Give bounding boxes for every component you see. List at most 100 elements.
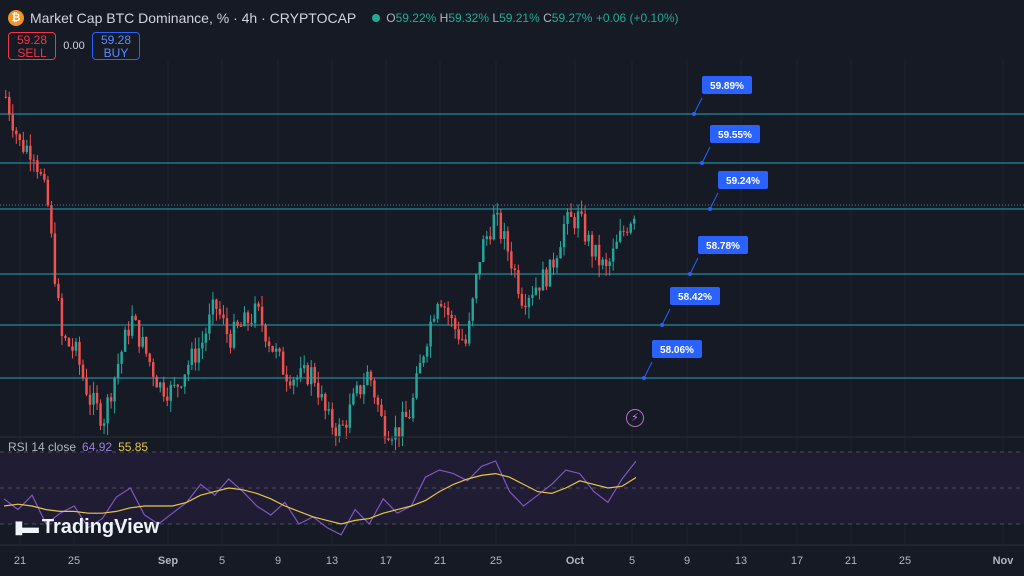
- candle-body: [531, 294, 534, 298]
- candle-body: [292, 379, 295, 386]
- candle-body: [102, 423, 106, 426]
- candle-body: [625, 231, 629, 233]
- candle-body: [604, 259, 608, 266]
- candle-body: [355, 385, 359, 394]
- candle-body: [151, 362, 155, 377]
- candle-body: [11, 114, 15, 131]
- candle-body: [387, 438, 390, 440]
- price-level-anchor: [642, 376, 646, 380]
- candle-body: [348, 404, 352, 428]
- candle-body: [88, 394, 92, 405]
- chart-header: ₿ Market Cap BTC Dominance, % · 4h · CRY…: [8, 8, 679, 28]
- candle-body: [562, 223, 566, 248]
- candle-body: [113, 377, 116, 402]
- candle-body: [15, 130, 18, 135]
- candle-body: [302, 365, 306, 369]
- time-axis-tick-label: 5: [219, 555, 225, 567]
- candle-body: [211, 299, 215, 315]
- candle-body: [313, 367, 316, 383]
- time-axis-tick-label: Sep: [158, 555, 178, 567]
- candle-body: [569, 211, 573, 218]
- candle-body: [123, 329, 127, 352]
- candle-body: [457, 329, 460, 340]
- candle-body: [148, 353, 151, 363]
- candle-body: [436, 304, 439, 319]
- market-status-dot: [372, 14, 381, 22]
- price-level-label-box: [652, 340, 702, 358]
- rsi-ma-line: [3, 472, 637, 525]
- candle-body: [232, 321, 236, 348]
- candle-body: [548, 259, 552, 287]
- candle-body: [538, 287, 541, 291]
- price-level-label: 58.06%: [660, 345, 694, 356]
- candle-body: [404, 411, 408, 418]
- candle-body: [36, 160, 39, 173]
- candle-body: [489, 236, 492, 240]
- candle-body: [338, 424, 341, 437]
- candle-body: [597, 244, 601, 266]
- tradingview-logo[interactable]: ▮▬ TradingView: [14, 516, 160, 538]
- candle-body: [394, 427, 397, 440]
- candle-body: [527, 297, 531, 308]
- candle-body: [460, 339, 464, 341]
- price-level-label: 59.24%: [726, 176, 760, 187]
- candle-body: [380, 404, 383, 417]
- candle-body: [415, 373, 418, 398]
- rsi-ma-value: 55.85: [118, 440, 149, 454]
- candle-body: [155, 376, 158, 388]
- candle-body: [618, 230, 622, 242]
- candle-body: [341, 424, 345, 426]
- candle-body: [352, 393, 355, 405]
- candle-body: [576, 211, 580, 229]
- candle-body: [194, 348, 197, 363]
- candle-body: [482, 239, 485, 262]
- candle-body: [629, 223, 632, 233]
- candle-body: [545, 269, 548, 287]
- candle-body: [429, 321, 432, 347]
- candle-body: [32, 159, 36, 161]
- price-level-label-box: [702, 76, 752, 94]
- buy-button[interactable]: 59.28 BUY: [92, 32, 140, 60]
- price-level-label-box: [670, 287, 720, 305]
- candle-body: [274, 348, 278, 352]
- candle-body: [520, 293, 524, 306]
- price-level-label: 58.78%: [706, 241, 740, 252]
- candle-body: [331, 409, 334, 428]
- candle-body: [64, 335, 67, 339]
- candle-body: [253, 303, 257, 324]
- price-level-label: 59.89%: [710, 81, 744, 92]
- candle-body: [439, 304, 443, 307]
- candle-body: [208, 314, 211, 334]
- candle-body: [359, 385, 362, 395]
- candle-body: [534, 287, 538, 295]
- candle-body: [60, 298, 64, 336]
- candle-body: [116, 363, 120, 378]
- candle-body: [383, 416, 387, 439]
- candle-body: [25, 145, 29, 152]
- symbol-title[interactable]: Market Cap BTC Dominance, % · 4h · CRYPT…: [30, 10, 357, 26]
- candle-body: [446, 307, 450, 315]
- candle-body: [443, 306, 446, 308]
- candle-body: [492, 214, 496, 240]
- time-axis-tick-label: 5: [629, 555, 635, 567]
- candle-body: [109, 397, 113, 402]
- sell-button[interactable]: 59.28 SELL: [8, 32, 56, 60]
- candle-body: [162, 382, 165, 397]
- candle-body: [496, 212, 499, 215]
- candle-body: [180, 386, 183, 388]
- price-level-label-box: [710, 125, 760, 143]
- time-axis-tick-label: 25: [899, 555, 911, 567]
- candle-body: [475, 274, 478, 299]
- candle-body: [239, 325, 243, 327]
- candle-body: [271, 346, 274, 352]
- candle-body: [29, 145, 32, 160]
- candle-body: [464, 339, 467, 344]
- candle-body: [74, 341, 78, 351]
- candle-body: [432, 318, 436, 322]
- candle-body: [257, 303, 260, 307]
- time-axis-tick-label: 9: [684, 555, 690, 567]
- price-level-label-box: [718, 171, 768, 189]
- candle-body: [43, 173, 46, 180]
- bolt-icon[interactable]: ⚡: [626, 409, 644, 427]
